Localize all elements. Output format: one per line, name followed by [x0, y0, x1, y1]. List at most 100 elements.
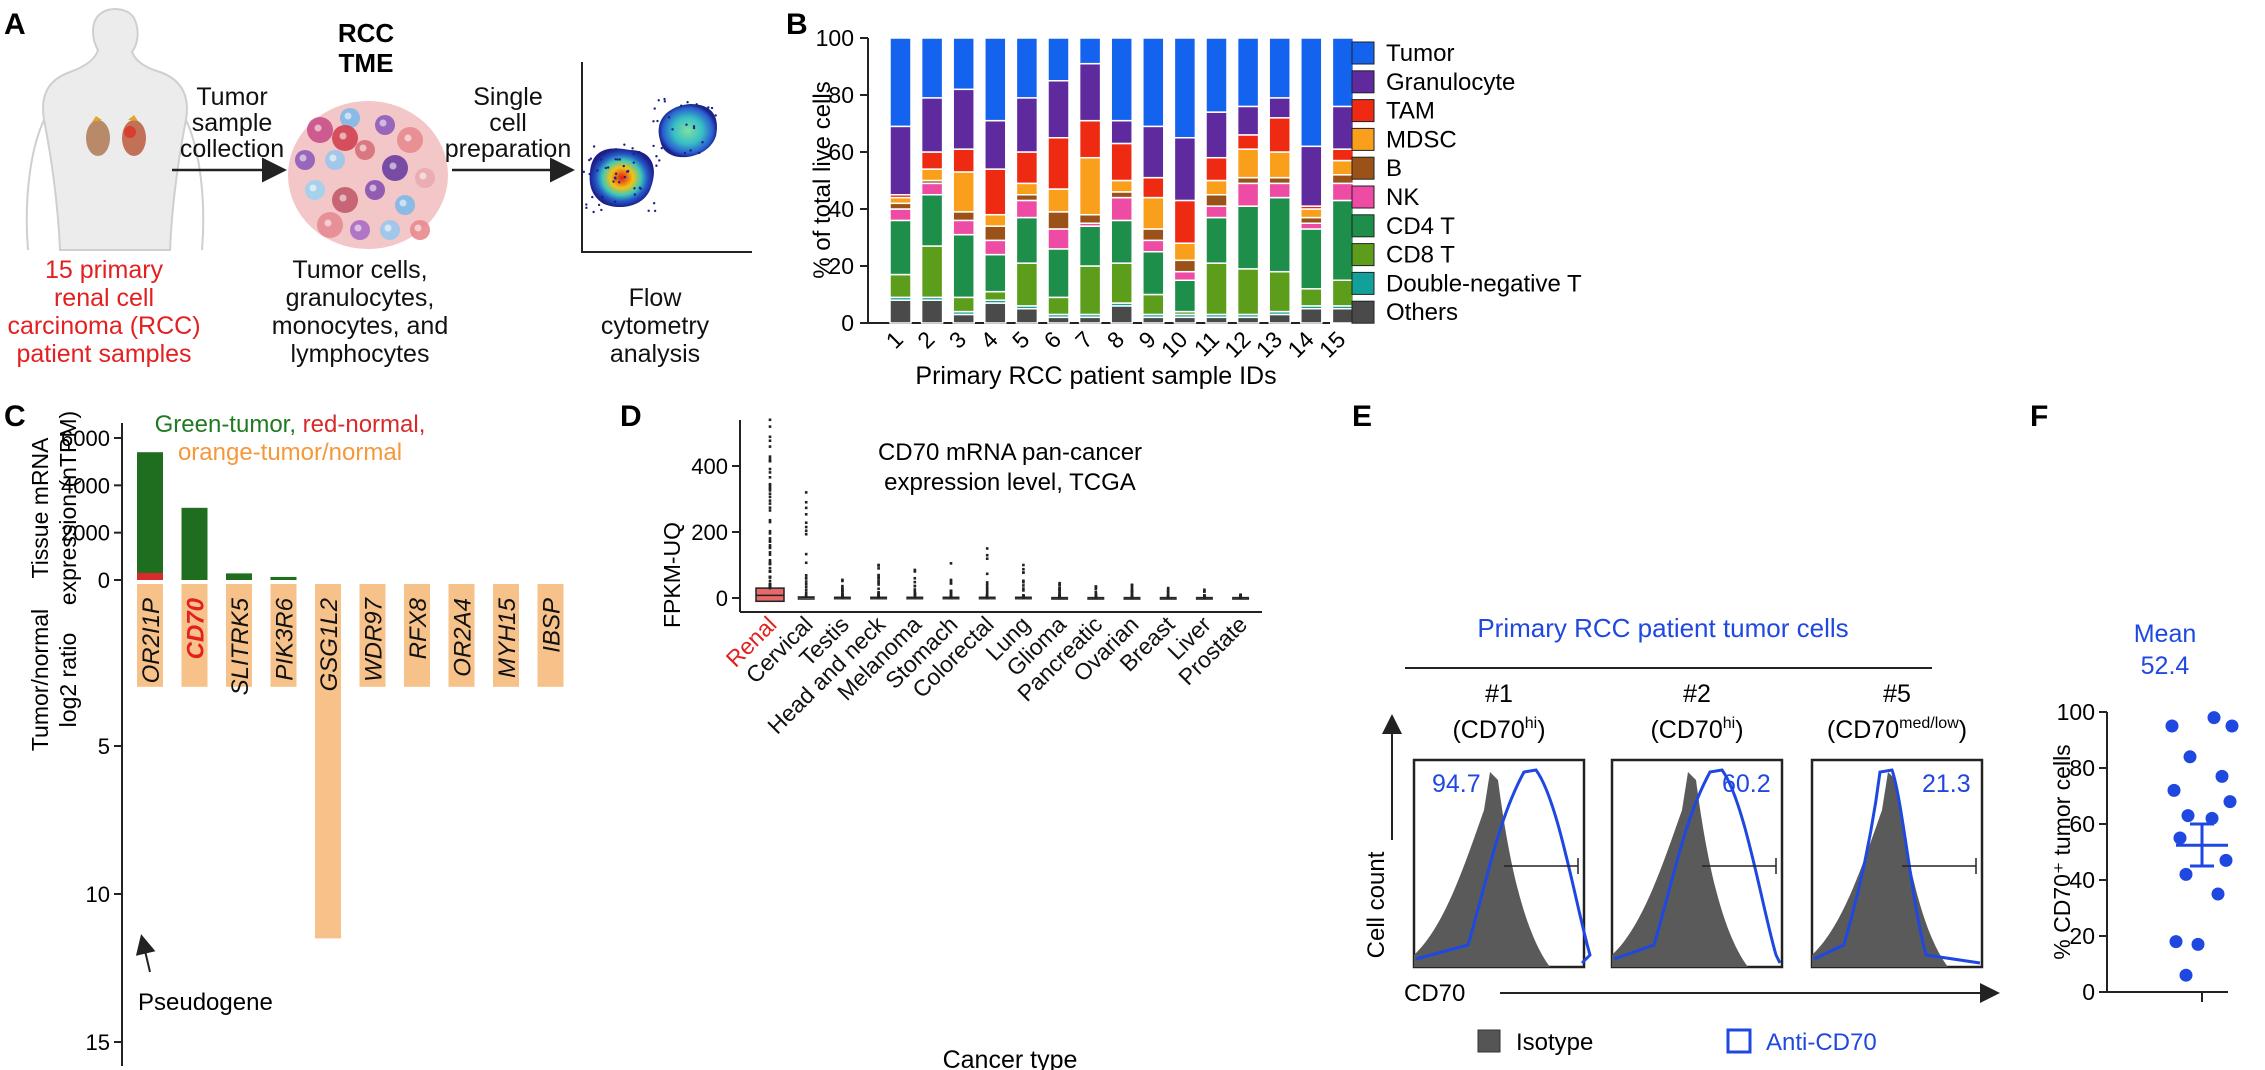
panel-label-c: C: [4, 400, 26, 433]
d-outlier: [804, 500, 808, 504]
flow-event-dot: [596, 169, 599, 172]
c-ratio-bar: [226, 584, 252, 687]
svg-text:expression level, TCGA: expression level, TCGA: [884, 469, 1136, 496]
b-bar-segment-tumor: [1142, 37, 1165, 128]
b-bar-segment-cd8-t: [1047, 296, 1070, 316]
flow-event-dot: [701, 141, 704, 144]
svg-text:orange-tumor/normal: orange-tumor/normal: [178, 439, 402, 466]
f-y-tick-label: 20: [2069, 923, 2095, 949]
b-bar-segment-tam: [1268, 117, 1291, 153]
flow-event-dot: [585, 203, 588, 206]
e-sample-phenotype: (CD70hi): [1452, 715, 1545, 744]
d-outlier: [985, 557, 989, 560]
b-bar-segment-tam: [1015, 151, 1039, 185]
d-outlier: [804, 585, 808, 589]
d-outlier: [768, 495, 772, 499]
b-bar-segment-granulocyte: [1078, 62, 1102, 122]
d-outlier: [768, 566, 772, 570]
f-data-point: [2179, 968, 2193, 982]
flow-event-dot: [597, 203, 601, 207]
b-x-tick-label: 2: [912, 326, 939, 353]
e-anti-cd70-histogram: [1813, 768, 1981, 965]
d-outlier: [1130, 590, 1134, 593]
flow-event-dot: [657, 99, 660, 102]
flow-event-dot: [591, 195, 594, 199]
d-outlier: [1022, 567, 1025, 571]
b-bar-segment-mdsc: [984, 213, 1007, 227]
c-gene-label: MYH15: [494, 597, 521, 678]
f-mean-label: Mean 52.4: [2134, 620, 2197, 680]
d-outlier: [949, 578, 953, 582]
d-outlier: [768, 546, 772, 549]
b-bar-segment-tumor: [1110, 37, 1133, 122]
b-bar-segment-nk: [1173, 270, 1197, 282]
b-bar-segment-mdsc: [1173, 242, 1197, 262]
d-outlier: [985, 582, 989, 586]
step-preparation-label: Single cell preparation: [445, 83, 571, 163]
b-bar-segment-b: [1015, 194, 1039, 202]
d-outlier: [804, 580, 808, 583]
c-ratio-bar: [270, 584, 297, 687]
d-outlier-max: [1022, 563, 1025, 567]
tme-cell-nucleus: [359, 144, 367, 152]
d-outlier: [877, 592, 880, 595]
svg-text:Tumor/normal: Tumor/normal: [27, 609, 53, 751]
d-outlier: [804, 577, 808, 580]
flow-event-dot: [680, 104, 683, 107]
d-outlier: [768, 553, 772, 556]
flow-event-dot: [683, 151, 687, 155]
c-ratio-bar: [359, 584, 386, 687]
b-bar-segment-others: [1300, 308, 1323, 324]
panel-label-b: B: [786, 8, 808, 41]
b-bar-segment-nk: [920, 182, 944, 196]
d-y-axis-label: FPKM-UQ: [659, 522, 685, 628]
b-x-tick-label: 3: [944, 326, 971, 353]
c-tumor-bar: [181, 507, 208, 580]
b-bar-segment-tumor: [1015, 37, 1039, 99]
b-legend-label: CD8 T: [1386, 242, 1455, 269]
c-top-tick-label: 2000: [61, 521, 110, 546]
svg-text:cell: cell: [489, 109, 527, 137]
c-top-tick-label: 0: [98, 568, 110, 593]
d-outlier: [1130, 595, 1134, 598]
tme-cell-nucleus: [379, 119, 387, 127]
b-legend-label: NK: [1386, 184, 1419, 211]
svg-text:log2 ratio: log2 ratio: [55, 633, 81, 728]
b-bar-segment-cd8-t: [1331, 279, 1355, 307]
svg-text:Isotype: Isotype: [1516, 1029, 1593, 1056]
b-bar-segment-cd4-t: [1236, 205, 1260, 270]
b-bar-segment-tam: [1331, 148, 1355, 162]
e-anti-cd70-histogram: [1613, 768, 1782, 964]
flow-event-dot: [689, 149, 692, 152]
f-data-point: [2173, 831, 2187, 845]
d-outlier: [768, 540, 772, 543]
b-legend-label: Granulocyte: [1386, 69, 1515, 96]
b-bar-segment-tumor: [1268, 37, 1291, 99]
b-legend-swatch: [1351, 214, 1375, 238]
svg-text:preparation: preparation: [445, 135, 571, 163]
f-data-point: [2169, 935, 2183, 949]
tme-title: RCC TME: [338, 18, 395, 78]
b-x-axis-label: Primary RCC patient sample IDs: [915, 362, 1276, 390]
f-data-point: [2167, 783, 2181, 797]
d-x-axis-label: Cancer type: [943, 1046, 1078, 1070]
flow-event-dot: [600, 208, 603, 212]
b-legend-label: Tumor: [1386, 40, 1454, 67]
c-ratio-bar: [448, 584, 475, 687]
d-outlier: [985, 589, 989, 593]
flow-event-dot: [655, 155, 658, 158]
flow-event-dot: [604, 166, 608, 170]
b-bar-segment-mdsc: [1205, 179, 1228, 196]
b-bar-segment-tumor: [1205, 37, 1228, 113]
b-legend-swatch: [1351, 156, 1375, 180]
d-outlier: [1022, 587, 1025, 590]
b-legend-label: MDSC: [1386, 126, 1457, 153]
b-legend-label: Double-negative T: [1386, 270, 1582, 297]
tme-cell-nucleus: [404, 134, 412, 142]
b-bar-segment-nk: [984, 239, 1007, 256]
b-bar-segment-mdsc: [1142, 196, 1165, 230]
flow-event-dot: [612, 180, 615, 183]
f-data-point: [2183, 750, 2197, 764]
svg-text:TME: TME: [339, 48, 394, 78]
